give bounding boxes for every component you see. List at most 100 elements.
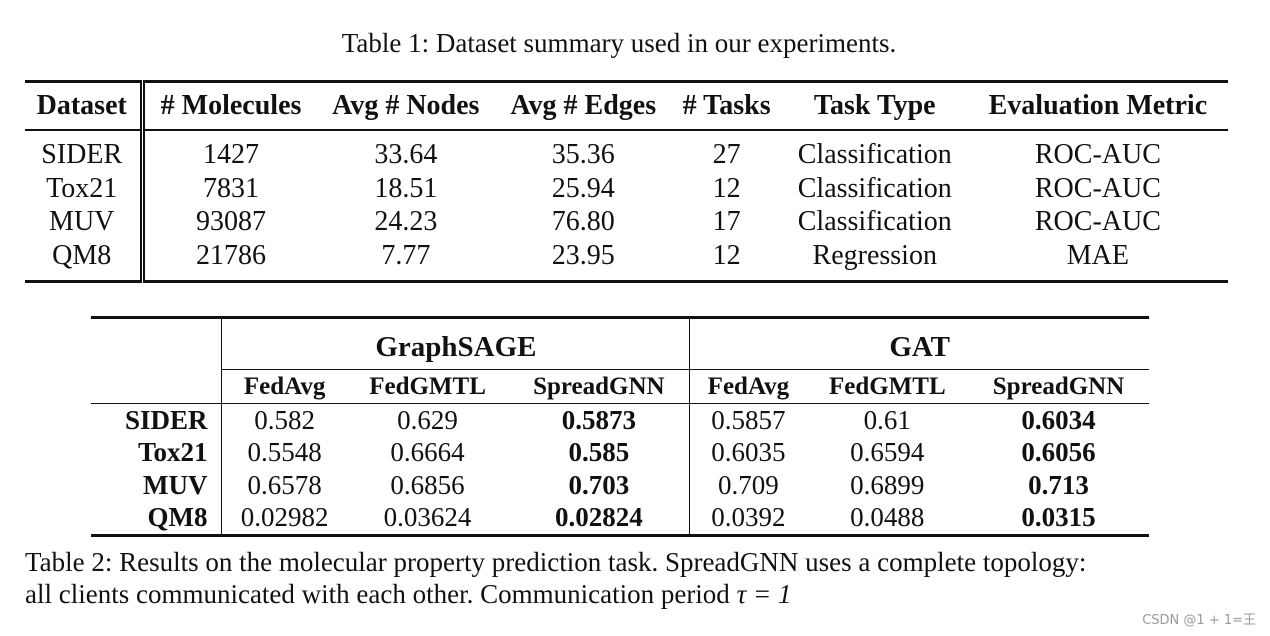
table2-cell: 0.61 <box>863 404 911 435</box>
table1-cell: ROC-AUC <box>1034 205 1161 237</box>
table2-value-bold: 0.6056 <box>1021 437 1096 468</box>
table2-cell: 0.582 <box>254 404 315 435</box>
table1-cell: 1427 <box>203 139 260 170</box>
table2-cell-best: 0.6034 <box>968 404 1149 437</box>
table1-cell: 7.77 <box>381 240 431 271</box>
table-row: SIDER 1427 33.64 35.36 27 Classification… <box>25 130 1228 173</box>
table-row: MUV 0.6578 0.6856 0.703 0.709 0.6899 0.7… <box>91 469 1149 502</box>
table1-header-molecules: # Molecules <box>142 81 317 131</box>
table2-sub-fedavg: FedAvg <box>689 369 807 404</box>
table1-cell: 76.80 <box>551 205 615 237</box>
table2-group-graphsage: GraphSAGE <box>221 317 691 370</box>
table2-caption: Table 2: Results on the molecular proper… <box>25 546 1240 610</box>
table1-cell: Tox21 <box>25 173 146 206</box>
table2-cell: 0.0392 <box>711 502 786 533</box>
table2-sub-fedgmtl: FedGMTL <box>346 369 509 404</box>
table1-cell: Regression <box>812 240 937 271</box>
table2-cell: 0.6899 <box>850 469 925 500</box>
table2-caption-line2: all clients communicated with each other… <box>25 578 1240 610</box>
table1-cell: 25.94 <box>551 173 615 205</box>
table1-cell: 12 <box>712 240 741 271</box>
table2-subheader-row: FedAvg FedGMTL SpreadGNN FedAvg FedGMTL … <box>91 369 1149 404</box>
table1-cell: 23.95 <box>551 240 615 271</box>
table1-cell: 21786 <box>196 240 267 271</box>
table2-row-label: QM8 <box>91 501 223 536</box>
table2-cell-best: 0.6056 <box>968 437 1149 470</box>
table1-header-dataset: Dataset <box>25 81 146 131</box>
table2-row-label: SIDER <box>91 403 223 437</box>
table2-cell: 0.6664 <box>390 437 465 468</box>
table2-cell: 0.6578 <box>247 469 322 500</box>
table2-group-row: GraphSAGE GAT <box>91 317 1149 370</box>
table1-header-task-type: Task Type <box>781 81 968 131</box>
table2-value-bold: 0.0315 <box>1021 502 1096 533</box>
table2-cell: 0.709 <box>718 469 779 500</box>
table1-header-row: Dataset # Molecules Avg # Nodes Avg # Ed… <box>25 81 1228 131</box>
table2-cell: 0.6035 <box>711 437 786 468</box>
table2-cell: 0.6594 <box>850 437 925 468</box>
results-table: GraphSAGE GAT FedAvg FedGMTL SpreadGNN F… <box>91 316 1149 537</box>
table2-row-label: MUV <box>91 469 223 502</box>
csdn-watermark: CSDN @1 + 1=王 <box>1142 613 1256 628</box>
table2-sub-spreadgnn: SpreadGNN <box>968 369 1149 404</box>
table2-value-bold: 0.5873 <box>561 404 636 435</box>
communication-period-formula: τ = 1 <box>736 579 792 609</box>
table-row: QM8 0.02982 0.03624 0.02824 0.0392 0.048… <box>91 501 1149 536</box>
table2-sub-fedavg: FedAvg <box>221 369 347 404</box>
table1-cell: MAE <box>1066 240 1129 271</box>
table2-cell: 0.629 <box>397 404 458 435</box>
table1-cell: QM8 <box>25 238 146 282</box>
table2-cell-best: 0.02824 <box>508 501 691 536</box>
table2-cell: 0.02982 <box>240 502 329 533</box>
table2-cell: 0.0488 <box>850 502 925 533</box>
table-row: Tox21 0.5548 0.6664 0.585 0.6035 0.6594 … <box>91 436 1149 470</box>
table-row: MUV 93087 24.23 76.80 17 Classification … <box>25 205 1228 238</box>
table1-cell: 93087 <box>196 205 267 237</box>
table2-cell-best: 0.5873 <box>508 403 691 437</box>
table1-cell: 7831 <box>203 173 260 205</box>
table1-cell: 18.51 <box>374 173 438 205</box>
table2-cell: 0.5548 <box>247 437 322 468</box>
table2-caption-line2-text: all clients communicated with each other… <box>25 579 737 609</box>
table2-cell-best: 0.0315 <box>968 502 1149 536</box>
table1-header-tasks: # Tasks <box>671 81 782 131</box>
table1-header-eval-metric: Evaluation Metric <box>967 81 1228 131</box>
table1-cell: 12 <box>712 173 741 205</box>
table2-value-bold: 0.713 <box>1028 469 1089 500</box>
table2-value-bold: 0.6034 <box>1021 404 1096 435</box>
table2-sub-spreadgnn: SpreadGNN <box>508 369 691 404</box>
table2-cell-best: 0.703 <box>508 469 691 502</box>
table2-caption-line1: Table 2: Results on the molecular proper… <box>25 547 1087 577</box>
table1-cell: MUV <box>25 205 146 238</box>
table2-value-bold: 0.585 <box>568 437 630 468</box>
table2-group-gat: GAT <box>689 317 1149 370</box>
table2-cell: 0.5857 <box>711 404 786 435</box>
table-row: Tox21 7831 18.51 25.94 12 Classification… <box>25 173 1228 206</box>
table2-row-label: Tox21 <box>91 436 223 469</box>
table-row: QM8 21786 7.77 23.95 12 Regression MAE <box>25 238 1228 282</box>
table2-corner-sub <box>91 369 223 404</box>
table1-header-avg-nodes: Avg # Nodes <box>316 81 495 131</box>
table2-cell-best: 0.713 <box>968 469 1149 502</box>
table2-value-bold: 0.703 <box>568 469 630 500</box>
table1-caption: Table 1: Dataset summary used in our exp… <box>341 28 897 58</box>
table2-cell: 0.6856 <box>390 469 465 500</box>
table1-cell: ROC-AUC <box>1034 139 1161 170</box>
table2-corner <box>91 317 223 370</box>
table1-cell: 35.36 <box>551 139 615 170</box>
table1-cell: Classification <box>797 139 952 170</box>
table-row: SIDER 0.582 0.629 0.5873 0.5857 0.61 0.6… <box>91 403 1149 437</box>
table1-cell: 33.64 <box>374 139 438 170</box>
table1-header-avg-edges: Avg # Edges <box>494 81 672 131</box>
table1-cell: 24.23 <box>374 205 438 237</box>
table1-cell: Classification <box>797 173 952 205</box>
table2-value-bold: 0.02824 <box>554 502 643 533</box>
table1-cell: 27 <box>712 139 741 170</box>
table2-sub-fedgmtl: FedGMTL <box>806 369 969 404</box>
dataset-summary-table: Dataset # Molecules Avg # Nodes Avg # Ed… <box>25 80 1228 283</box>
table1-cell: ROC-AUC <box>1034 173 1161 205</box>
table1-cell: Classification <box>797 205 952 237</box>
table1-cell: SIDER <box>25 130 146 173</box>
table2-cell: 0.03624 <box>383 502 472 533</box>
table2-cell-best: 0.585 <box>508 436 691 469</box>
